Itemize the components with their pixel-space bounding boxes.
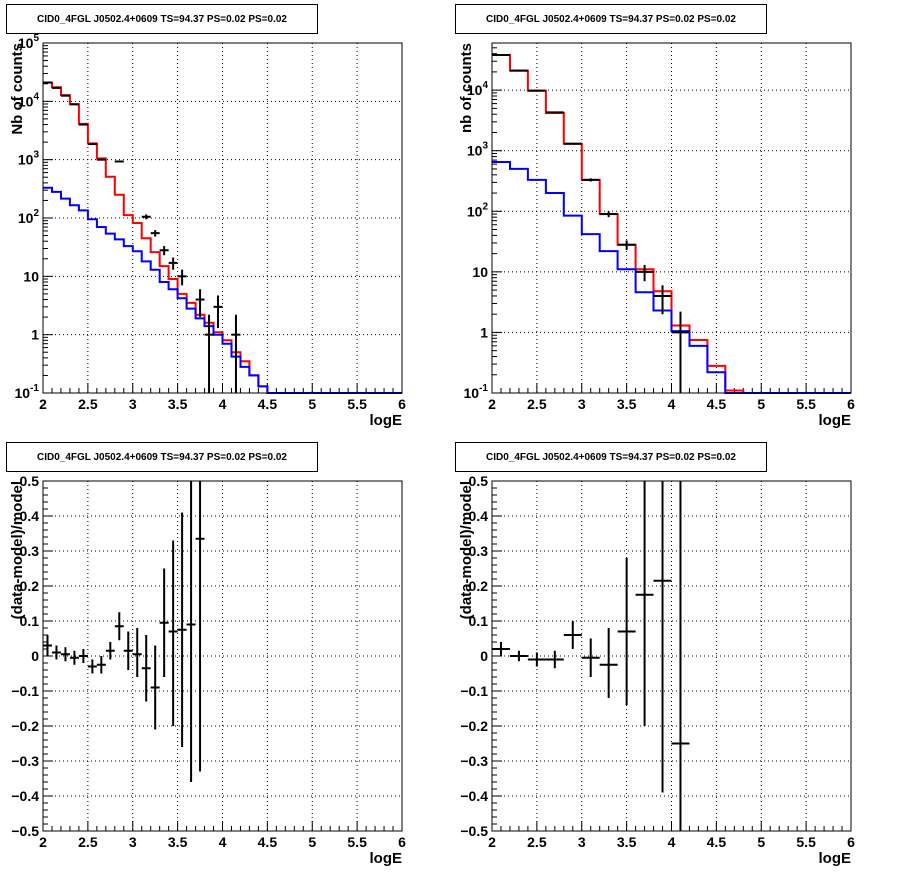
y-tick-label: −0.4 [11,788,39,804]
x-tick-label: 3 [129,396,137,412]
y-tick-label: −0.3 [11,753,39,769]
y-axis-label: nb of counts [458,43,475,133]
y-axis-label: (data-model)/model [458,481,475,619]
x-tick-label: 4.5 [707,834,727,850]
x-tick-label: 5 [757,834,765,850]
y-tick-label: 0.3 [20,543,40,559]
x-tick-label: 3 [129,834,137,850]
y-tick-label: 0.2 [20,578,40,594]
x-tick-label: 2 [39,396,47,412]
y-tick-label: 102 [18,208,40,226]
y-tick-label: 105 [18,33,40,51]
spectrum-plot-left: 2 2.5 3 3.5 4 4.5 5 5.5 6 10-1 1 10 102 103 104 105 logE… [9,33,406,429]
spectrum-plot-right: 2 2.5 3 3.5 4 4.5 5 5.5 6 10-1 1 10 102 103 104 logE nb … [458,42,855,429]
x-axis-label: logE [819,850,852,867]
y-axis-label: Nb of counts [9,43,26,135]
plot-title: CID0_4FGL J0502.4+0609 TS=94.37 PS=0.02 … [455,442,767,472]
x-tick-label: 4 [219,834,227,850]
y-tick-label: −0.1 [11,683,39,699]
plot-title: CID0_4FGL J0502.4+0609 TS=94.37 PS=0.02 … [6,442,318,472]
y-tick-label: −0.4 [460,788,488,804]
y-tick-label: 10-1 [464,383,489,401]
plot-area [492,43,851,393]
y-tick-label: 0.2 [469,578,489,594]
x-tick-label: 4.5 [707,396,727,412]
y-tick-label: 103 [467,141,489,159]
x-tick-label: 6 [847,396,855,412]
y-tick-label: −0.2 [460,718,488,734]
y-tick-label: 0 [31,648,39,664]
y-tick-label: 0.1 [20,613,40,629]
x-tick-label: 5 [757,396,765,412]
y-tick-label: 0.1 [469,613,489,629]
x-axis-label: logE [370,412,403,429]
y-tick-label: 0.4 [20,508,40,524]
x-axis-label: logE [370,850,403,867]
x-tick-label: 3.5 [168,834,188,850]
plot-frame [491,42,852,394]
y-tick-label: 1 [31,327,39,343]
y-axis-label: (data-model)/model [9,481,26,619]
y-tick-label: 104 [18,91,40,109]
y-tick-label: 102 [467,201,489,219]
x-tick-label: 5.5 [796,834,816,850]
x-tick-label: 2.5 [527,834,547,850]
y-tick-label: −0.5 [460,823,488,839]
residual-plot-left: 2 2.5 3 3.5 4 4.5 5 5.5 6 0.5 0.4 0.3 0.2 0.1 0 −0.1 −0.… [9,473,406,867]
x-tick-label: 3.5 [168,396,188,412]
plot-title: CID0_4FGL J0502.4+0609 TS=94.37 PS=0.02 … [6,4,318,34]
plot-area [43,481,402,831]
y-tick-label: 0.5 [469,473,489,489]
x-axis-label: logE [819,412,852,429]
x-tick-label: 3 [578,396,586,412]
x-tick-label: 2.5 [78,396,98,412]
x-tick-label: 5 [308,834,316,850]
x-tick-label: 5.5 [347,834,367,850]
y-tick-label: 103 [18,150,40,168]
x-tick-label: 4 [668,834,676,850]
y-tick-label: 0.4 [469,508,489,524]
x-tick-label: 3 [578,834,586,850]
x-tick-label: 4 [668,396,676,412]
x-tick-label: 4.5 [258,396,278,412]
x-tick-label: 4.5 [258,834,278,850]
plot-frame [42,42,403,394]
residual-plot-right: 2 2.5 3 3.5 4 4.5 5 5.5 6 0.5 0.4 0.3 0.2 0.1 0 −0.1 −0.… [458,473,855,867]
plot-title: CID0_4FGL J0502.4+0609 TS=94.37 PS=0.02 … [455,4,767,34]
plot-frame [42,480,403,832]
x-tick-label: 3.5 [617,396,637,412]
y-tick-label: 1 [480,324,488,340]
x-tick-label: 4 [219,396,227,412]
y-tick-label: 10 [472,264,488,280]
y-tick-label: 10 [23,268,39,284]
y-tick-label: 104 [467,80,489,98]
y-tick-label: 0.5 [20,473,40,489]
y-tick-label: 10-1 [15,383,40,401]
y-tick-label: −0.3 [460,753,488,769]
x-tick-label: 2 [488,396,496,412]
x-tick-label: 2 [488,834,496,850]
y-tick-label: 0 [480,648,488,664]
y-tick-label: −0.2 [11,718,39,734]
x-tick-label: 5.5 [347,396,367,412]
x-tick-label: 6 [398,396,406,412]
x-tick-label: 2 [39,834,47,850]
plot-area [492,481,851,831]
x-tick-label: 2.5 [527,396,547,412]
x-tick-label: 5.5 [796,396,816,412]
x-tick-label: 6 [398,834,406,850]
y-tick-label: −0.1 [460,683,488,699]
plot-frame [491,480,852,832]
x-tick-label: 3.5 [617,834,637,850]
y-tick-label: −0.5 [11,823,39,839]
x-tick-label: 5 [308,396,316,412]
x-tick-label: 2.5 [78,834,98,850]
y-tick-label: 0.3 [469,543,489,559]
x-tick-label: 6 [847,834,855,850]
